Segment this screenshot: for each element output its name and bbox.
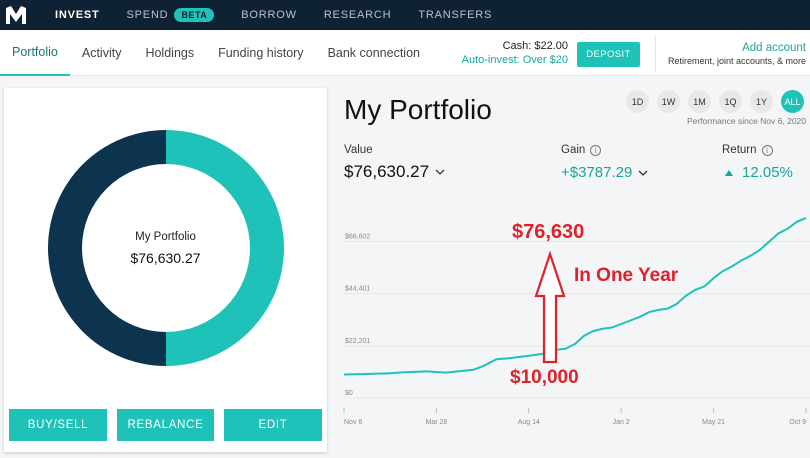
y-tick-label: $22,201 [345, 338, 370, 345]
tab-funding-history[interactable]: Funding history [218, 45, 304, 60]
y-tick-label: $44,401 [345, 286, 370, 293]
return-info-icon[interactable]: i [761, 144, 773, 156]
y-tick-label: $66,602 [345, 233, 370, 240]
buy-sell-button[interactable]: BUY/SELL [9, 409, 107, 441]
cash-summary: Cash: $22.00 Auto-invest: Over $20 [440, 40, 568, 66]
x-tick-label: Oct 9 [789, 419, 806, 426]
page-title: My Portfolio [344, 94, 492, 125]
nav-transfers[interactable]: TRANSFERS [418, 9, 493, 21]
add-account-link[interactable]: Add account Retirement, joint accounts, … [660, 42, 806, 66]
gain-info-icon[interactable]: i [590, 144, 602, 156]
range-1y-button[interactable]: 1Y [750, 90, 773, 113]
tab-activity[interactable]: Activity [81, 45, 122, 60]
annotation-bottom: $10,000 [510, 367, 579, 388]
tab-bank-connection[interactable]: Bank connection [327, 45, 420, 60]
tab-portfolio[interactable]: Portfolio [0, 30, 70, 76]
range-1q-button[interactable]: 1Q [719, 90, 742, 113]
donut-slice-1[interactable] [48, 130, 166, 366]
donut-slice-0[interactable] [166, 130, 284, 366]
portfolio-donut-chart [48, 130, 284, 366]
range-1d-button[interactable]: 1D [626, 90, 649, 113]
chevron-down-icon[interactable] [638, 168, 648, 178]
sub-navigation: Portfolio Activity Holdings Funding hist… [0, 30, 810, 76]
cash-balance: Cash: $22.00 [502, 40, 568, 52]
nav-research[interactable]: RESEARCH [323, 9, 392, 21]
portfolio-gain[interactable]: +$3787.29 [561, 164, 648, 181]
x-tick-label: Nov 6 [344, 419, 362, 426]
range-1w-button[interactable]: 1W [657, 90, 680, 113]
header-divider [655, 36, 656, 72]
portfolio-value[interactable]: $76,630.27 [344, 162, 445, 182]
nav-spend[interactable]: SPEND BETA [127, 8, 215, 22]
nav-invest[interactable]: INVEST [55, 9, 100, 21]
portfolio-series-line [343, 216, 807, 376]
donut-value: $76,630.27 [130, 250, 201, 266]
tab-holdings[interactable]: Holdings [145, 45, 195, 60]
x-tick-label: Aug 14 [518, 419, 540, 426]
deposit-button[interactable]: DEPOSIT [577, 42, 640, 67]
range-all-button[interactable]: ALL [781, 90, 804, 113]
performance-since: Performance since Nov 6, 2020 [686, 116, 806, 126]
auto-invest-link[interactable]: Auto-invest: Over $20 [461, 54, 568, 66]
x-tick-label: Jan 2 [613, 419, 630, 426]
annotation-top: $76,630 [512, 221, 584, 243]
y-tick-label: $0 [345, 390, 353, 397]
add-account-subtitle: Retirement, joint accounts, & more [667, 56, 806, 66]
donut-title: My Portfolio [135, 231, 196, 243]
nav-borrow[interactable]: BORROW [241, 9, 297, 21]
portfolio-return: 12.05% [724, 164, 793, 181]
add-account-title[interactable]: Add account [742, 42, 806, 54]
growth-arrow-icon [534, 250, 566, 364]
portfolio-pie-card: My Portfolio $76,630.27 BUY/SELL REBALAN… [4, 88, 327, 452]
range-1m-button[interactable]: 1M [688, 90, 711, 113]
annotation-middle: In One Year [574, 265, 679, 286]
beta-badge: BETA [174, 8, 215, 22]
triangle-up-icon [725, 169, 733, 176]
x-tick-label: Mar 28 [426, 419, 448, 426]
return-label: Return i [722, 144, 773, 156]
top-navigation: INVEST SPEND BETA BORROW RESEARCH TRANSF… [0, 0, 810, 30]
chevron-down-icon[interactable] [435, 167, 445, 177]
rebalance-button[interactable]: REBALANCE [117, 409, 214, 441]
x-tick-label: May 21 [702, 419, 725, 426]
edit-button[interactable]: EDIT [224, 409, 322, 441]
performance-line-chart: $66,602 $44,401 $22,201 $0 Nov 6 Mar 28 Aug 1… [343, 216, 810, 426]
value-label: Value [344, 144, 373, 156]
m1-logo-icon[interactable] [5, 5, 27, 25]
gain-label: Gain i [561, 144, 602, 156]
